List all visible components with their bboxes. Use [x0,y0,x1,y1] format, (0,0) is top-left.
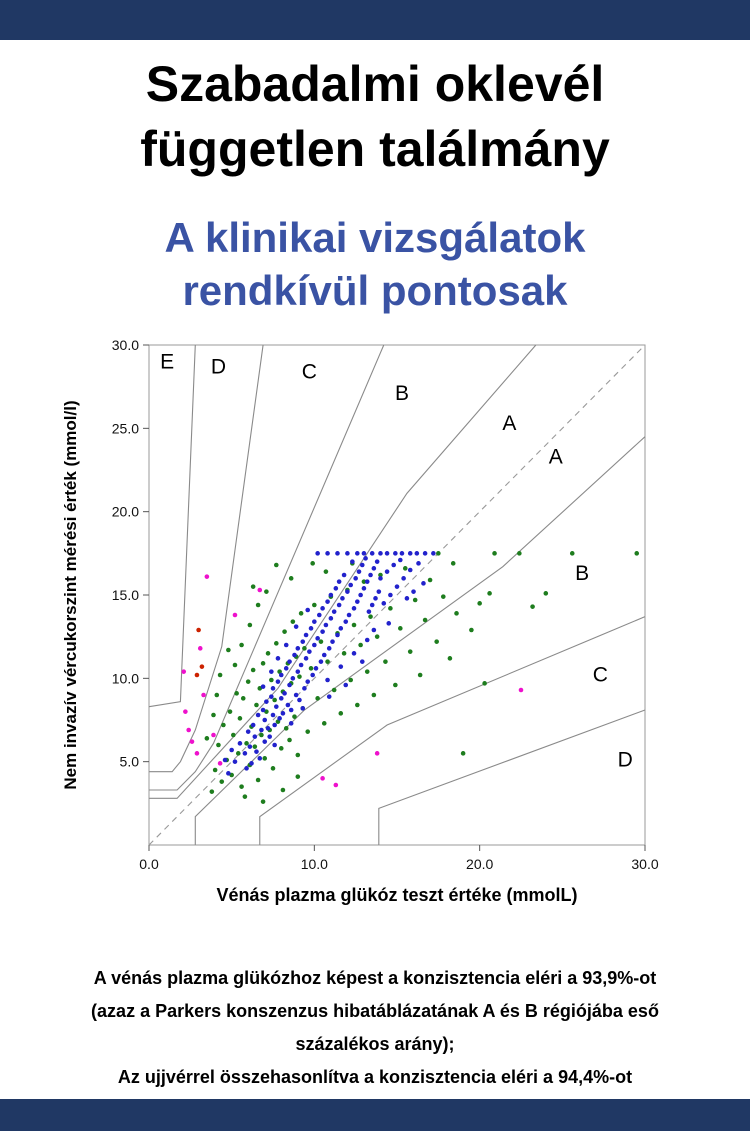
svg-text:D: D [211,355,226,378]
svg-text:10.0: 10.0 [301,856,328,872]
zone-line-lower-B [194,436,646,845]
magenta-points [181,574,524,788]
zone-line-upper-D [149,344,264,773]
svg-text:A: A [549,445,563,468]
consensus-error-grid-scatter-plot: 0.0 10.0 20.0 30.0 5.0 10.0 15.0 20.0 25.0 30.0 E D… [61,337,659,905]
x-axis-title: Vénás plazma glükóz teszt értéke (mmolL) [216,885,577,905]
zone-line-lower-C [259,616,646,845]
y-axis-ticks: 5.0 10.0 15.0 20.0 25.0 30.0 [112,337,149,770]
svg-text:15.0: 15.0 [112,587,139,603]
page-title: Szabadalmi oklevél független találmány [0,52,750,182]
svg-text:D: D [618,749,633,772]
subtitle-line-1: A klinikai vizsgálatok [164,214,586,261]
identity-line [148,344,646,846]
svg-text:C: C [302,360,317,383]
blue-points [222,551,436,776]
svg-text:C: C [593,664,608,687]
red-points [194,627,205,678]
svg-text:30.0: 30.0 [631,856,658,872]
svg-text:E: E [160,350,174,373]
footnote-line-1: A vénás plazma glükózhoz képest a konzis… [93,968,657,988]
header-bar [0,0,750,40]
svg-text:10.0: 10.0 [112,670,139,686]
footnote: A vénás plazma glükózhoz képest a konzis… [40,962,710,1094]
zone-letters: E D C B A A B C D [160,350,633,771]
svg-text:B: B [395,382,409,405]
page-subtitle: A klinikai vizsgálatok rendkívül pontosa… [0,212,750,317]
title-line-1: Szabadalmi oklevél [145,56,605,112]
svg-text:B: B [575,562,589,585]
svg-text:25.0: 25.0 [112,420,139,436]
svg-text:20.0: 20.0 [466,856,493,872]
error-grid-chart: 0.0 10.0 20.0 30.0 5.0 10.0 15.0 20.0 25.0 30.0 E D… [52,330,702,910]
zone-line-upper-B [149,344,537,799]
footnote-line-3: százalékos arány); [295,1033,455,1054]
green-points [204,551,640,804]
svg-text:0.0: 0.0 [139,856,159,872]
zone-line-upper-E [148,344,196,708]
title-line-2: független találmány [140,121,610,177]
zone-line-upper-C [149,344,385,791]
zone-line-lower-D [378,709,646,845]
footnote-line-4: Az ujjvérrel összehasonlítva a konziszte… [117,1066,633,1087]
subtitle-line-2: rendkívül pontosak [182,266,568,314]
x-axis-ticks: 0.0 10.0 20.0 30.0 [139,845,659,872]
svg-text:5.0: 5.0 [120,754,140,770]
footnote-line-2: (azaz a Parkers konszenzus hibatáblázatá… [91,1000,659,1021]
svg-text:30.0: 30.0 [112,337,139,353]
zone-boundary-lines [148,344,646,845]
y-axis-title: Nem invazív vércukorszint mérési érték (… [61,400,80,789]
footer-bar [0,1099,750,1131]
svg-text:20.0: 20.0 [112,504,139,520]
svg-text:A: A [502,412,516,435]
